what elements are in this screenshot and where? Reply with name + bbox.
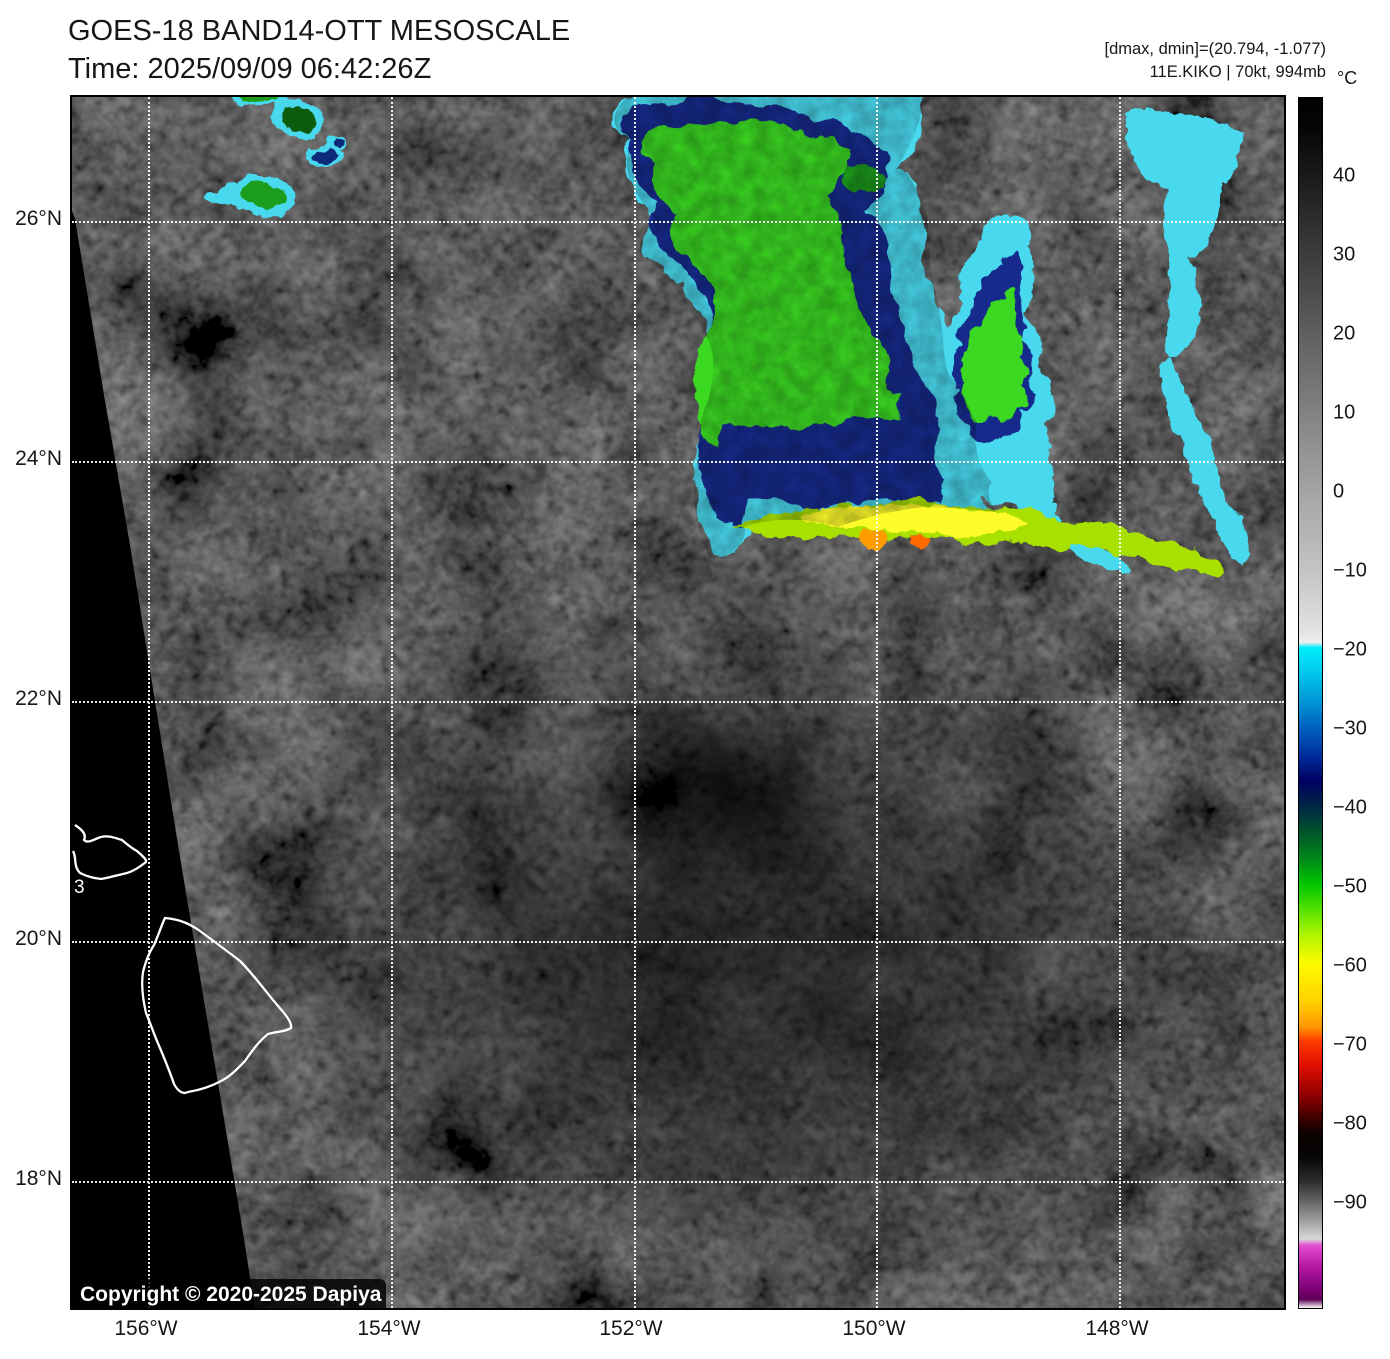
svg-text:3: 3 — [74, 877, 85, 898]
